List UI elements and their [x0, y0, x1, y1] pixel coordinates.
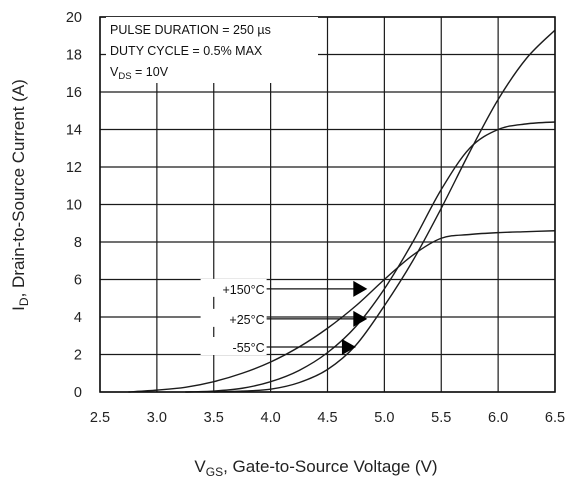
series-line-150c: [128, 230, 556, 393]
y-tick-label: 12: [66, 160, 82, 176]
callout-150c: +150°C: [200, 278, 368, 297]
y-tick-labels: 0 2 4 6 8 10 12 14 16 18 20: [66, 10, 82, 401]
y-axis-title-rest: , Drain-to-Source Current (A): [9, 79, 28, 297]
callout-label-background: [200, 337, 267, 355]
x-tick-labels: 2.5 3.0 3.5 4.0 4.5 5.0 5.5 6.0 6.5: [90, 410, 565, 426]
y-tick-label: 10: [66, 198, 82, 214]
note-vds-rest: = 10V: [132, 65, 169, 79]
y-tick-label: 4: [74, 310, 82, 326]
y-axis-title-sub: D: [17, 297, 31, 306]
note-vds: VDS = 10V: [110, 65, 169, 82]
y-axis-title-main: I: [9, 306, 28, 311]
x-tick-label: 6.0: [488, 410, 508, 426]
x-tick-label: 4.5: [317, 410, 337, 426]
callout-label: -55°C: [233, 341, 265, 355]
callout-layer: +150°C +25°C -55°C: [200, 278, 368, 355]
callout-25c: +25°C: [200, 308, 368, 327]
callout-label-background: [200, 278, 267, 297]
y-tick-label: 0: [74, 385, 82, 401]
callout-label: +150°C: [222, 283, 264, 297]
note-vds-main: V: [110, 65, 119, 79]
test-conditions-note: PULSE DURATION = 250 µs DUTY CYCLE = 0.5…: [106, 17, 318, 83]
callout-label: +25°C: [229, 313, 264, 327]
callout-arrowhead: [353, 310, 368, 327]
series-line-25c: [185, 121, 556, 393]
note-background: [106, 17, 318, 83]
y-tick-label: 20: [66, 10, 82, 26]
callout-arrowhead: [353, 280, 368, 297]
x-tick-label: 5.0: [374, 410, 394, 426]
y-tick-label: 8: [74, 235, 82, 251]
x-axis-title-rest: , Gate-to-Source Voltage (V): [223, 457, 438, 476]
x-axis-title-main: V: [194, 457, 206, 476]
callout-arrowhead: [341, 339, 356, 355]
x-tick-label: 4.0: [261, 410, 281, 426]
series-line-55c: [213, 29, 556, 393]
x-tick-label: 6.5: [545, 410, 565, 426]
y-tick-label: 14: [66, 123, 82, 139]
x-tick-label: 5.5: [431, 410, 451, 426]
series-layer: [128, 29, 556, 393]
x-axis-title: VGS, Gate-to-Source Voltage (V): [194, 457, 437, 479]
x-tick-label: 2.5: [90, 410, 110, 426]
note-pulse-duration: PULSE DURATION = 250 µs: [110, 23, 271, 37]
y-tick-label: 6: [74, 273, 82, 289]
x-tick-label: 3.5: [204, 410, 224, 426]
x-tick-label: 3.0: [147, 410, 167, 426]
note-vds-sub: DS: [118, 71, 131, 82]
grid: [99, 16, 556, 393]
y-tick-label: 18: [66, 48, 82, 64]
y-tick-label: 16: [66, 85, 82, 101]
y-axis-title: ID, Drain-to-Source Current (A): [9, 79, 31, 311]
callout-label-background: [200, 308, 267, 327]
callout-55c: -55°C: [200, 337, 356, 355]
plot-frame: [99, 16, 556, 393]
x-axis-title-sub: GS: [206, 465, 223, 479]
y-tick-label: 2: [74, 348, 82, 364]
note-duty-cycle: DUTY CYCLE = 0.5% MAX: [110, 44, 263, 58]
